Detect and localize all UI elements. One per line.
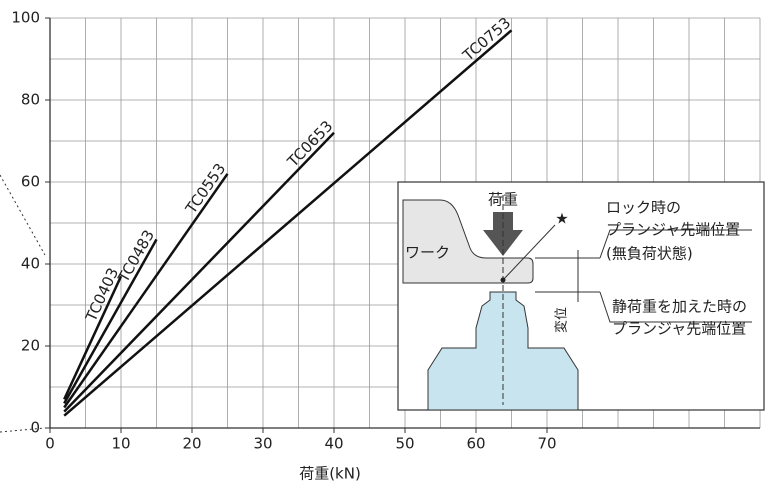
inset: 荷重 ワーク ★ ロック時の プランジャ先端位置 (無負荷状態) 静荷重を加えた… (397, 181, 765, 411)
leader-line (0, 174, 46, 256)
y-tick-label: 100 (11, 9, 40, 27)
x-tick-label: 10 (111, 435, 130, 453)
inset-label: ロック時の (606, 199, 681, 217)
leader-line (599, 291, 752, 323)
legend-label: TC0653 (283, 117, 336, 171)
y-tick-label: 60 (21, 173, 40, 191)
x-tick-label: 20 (182, 435, 201, 453)
y-tick-label: 20 (21, 337, 40, 355)
leader-line (502, 224, 556, 281)
x-axis-label: 荷重(kN) (299, 465, 361, 483)
y-tick-label: 0 (30, 419, 40, 437)
x-tick-label: 30 (253, 435, 272, 453)
x-tick-label: 40 (324, 435, 343, 453)
y-tick-label: 80 (21, 91, 40, 109)
inset-label: (無負荷状態) (606, 245, 693, 263)
legend-label: TC0553 (181, 160, 229, 218)
inset-label: ワーク (405, 244, 450, 262)
inset-label: 荷重 (488, 191, 518, 209)
line (63, 131, 335, 413)
workpiece (402, 199, 534, 284)
line (63, 275, 123, 400)
line (63, 173, 229, 409)
line (63, 238, 158, 405)
leader-line (599, 229, 752, 259)
inset-label: 静荷重を加えた時の (612, 298, 747, 316)
inset-label: ★ (555, 210, 568, 228)
inset-label: プランジャ先端位置 (606, 221, 740, 239)
inset-label: 変位 (554, 307, 570, 333)
legend-label: TC0753 (459, 14, 515, 65)
x-tick-label: 0 (45, 435, 55, 453)
inset-label: プランジャ先端位置 (612, 320, 746, 338)
line (63, 29, 513, 417)
x-tick-label: 60 (466, 435, 485, 453)
y-tick-label: 40 (21, 255, 40, 273)
x-tick-label: 50 (395, 435, 414, 453)
point (500, 277, 506, 283)
x-tick-label: 70 (537, 435, 556, 453)
